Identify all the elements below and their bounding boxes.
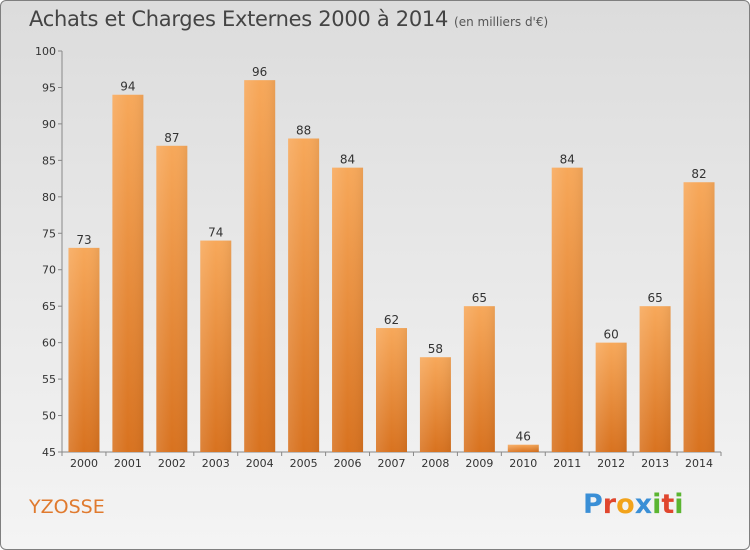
y-tick-label: 55 (42, 373, 56, 386)
bar-shade-2006 (332, 167, 364, 452)
bar-shade-2007 (376, 328, 407, 452)
data-label-2008: 58 (428, 342, 443, 356)
x-tick-label: 2009 (465, 457, 493, 470)
x-tick-label: 2000 (70, 457, 98, 470)
bar-shade-2014 (683, 182, 715, 452)
data-label-2001: 94 (120, 80, 135, 94)
data-label-2002: 87 (164, 131, 179, 145)
bar-shade-2000 (68, 247, 100, 452)
bar-shade-2002 (156, 145, 188, 453)
y-tick-label: 75 (42, 227, 56, 240)
y-tick-label: 90 (42, 118, 56, 131)
data-label-2014: 82 (691, 167, 706, 181)
bar-shade-2013 (639, 306, 671, 452)
x-tick-label: 2003 (202, 457, 230, 470)
x-tick-label: 2006 (334, 457, 362, 470)
x-tick-label: 2005 (290, 457, 318, 470)
data-label-2003: 74 (208, 226, 223, 240)
bar-shade-2010 (507, 444, 539, 452)
logo-letter: t (661, 489, 675, 520)
bar-shade-2005 (288, 138, 320, 452)
y-tick-label: 80 (42, 191, 56, 204)
logo-letter: i (652, 489, 662, 520)
data-label-2013: 65 (647, 291, 662, 305)
bar-shade-2008 (419, 357, 451, 452)
data-label-2004: 96 (252, 65, 267, 79)
axes: 45 50 55 60 65 70 75 80 85 90 95 100 2000 2001 2002 200… (35, 45, 722, 470)
bar-shade-2003 (200, 240, 232, 452)
data-label-2009: 65 (472, 291, 487, 305)
x-tick-label: 2013 (641, 457, 669, 470)
logo-letter: P (583, 489, 603, 520)
x-tick-label: 2007 (378, 457, 406, 470)
bar-shade-2012 (595, 342, 627, 452)
y-tick-label: 45 (42, 446, 56, 459)
proxiti-logo: Proxiti (583, 489, 684, 520)
bar-shade-2009 (463, 306, 495, 452)
logo-letter: o (616, 489, 635, 520)
x-tick-label: 2011 (553, 457, 581, 470)
bar-shade-2011 (551, 167, 583, 452)
y-tick-label: 70 (42, 264, 56, 277)
x-tick-label: 2012 (597, 457, 625, 470)
bar-shade-2001 (112, 94, 144, 452)
data-label-2006: 84 (340, 153, 355, 167)
x-tick-label: 2010 (509, 457, 537, 470)
data-label-2011: 84 (560, 153, 575, 167)
chart-subtitle: (en milliers d'€) (454, 15, 549, 29)
y-tick-label: 100 (35, 45, 56, 58)
bar-shade-2004 (244, 80, 276, 452)
data-label-2005: 88 (296, 123, 311, 137)
y-tick-label: 65 (42, 300, 56, 313)
bars (68, 80, 715, 453)
logo-letter: i (674, 489, 684, 520)
y-tick-label: 60 (42, 337, 56, 350)
commune-name: YZOSSE (29, 496, 105, 518)
data-label-2010: 46 (516, 430, 531, 444)
logo-letter: r (602, 489, 617, 520)
y-tick-label: 95 (42, 81, 56, 94)
x-tick-label: 2001 (114, 457, 142, 470)
chart-title-text: Achats et Charges Externes 2000 à 2014 (29, 7, 449, 31)
data-label-2000: 73 (76, 233, 91, 247)
x-tick-label: 2002 (158, 457, 186, 470)
logo-letter: x (634, 489, 653, 520)
data-label-2012: 60 (604, 328, 619, 342)
x-tick-label: 2004 (246, 457, 274, 470)
data-label-2007: 62 (384, 313, 399, 327)
data-labels: 73 94 87 74 96 88 84 62 58 65 46 84 60 65 82 (76, 65, 706, 444)
chart-title: Achats et Charges Externes 2000 à 2014 (e… (29, 7, 548, 31)
x-tick-label: 2014 (685, 457, 713, 470)
y-tick-label: 50 (42, 410, 56, 423)
x-tick-label: 2008 (421, 457, 449, 470)
y-tick-label: 85 (42, 154, 56, 167)
